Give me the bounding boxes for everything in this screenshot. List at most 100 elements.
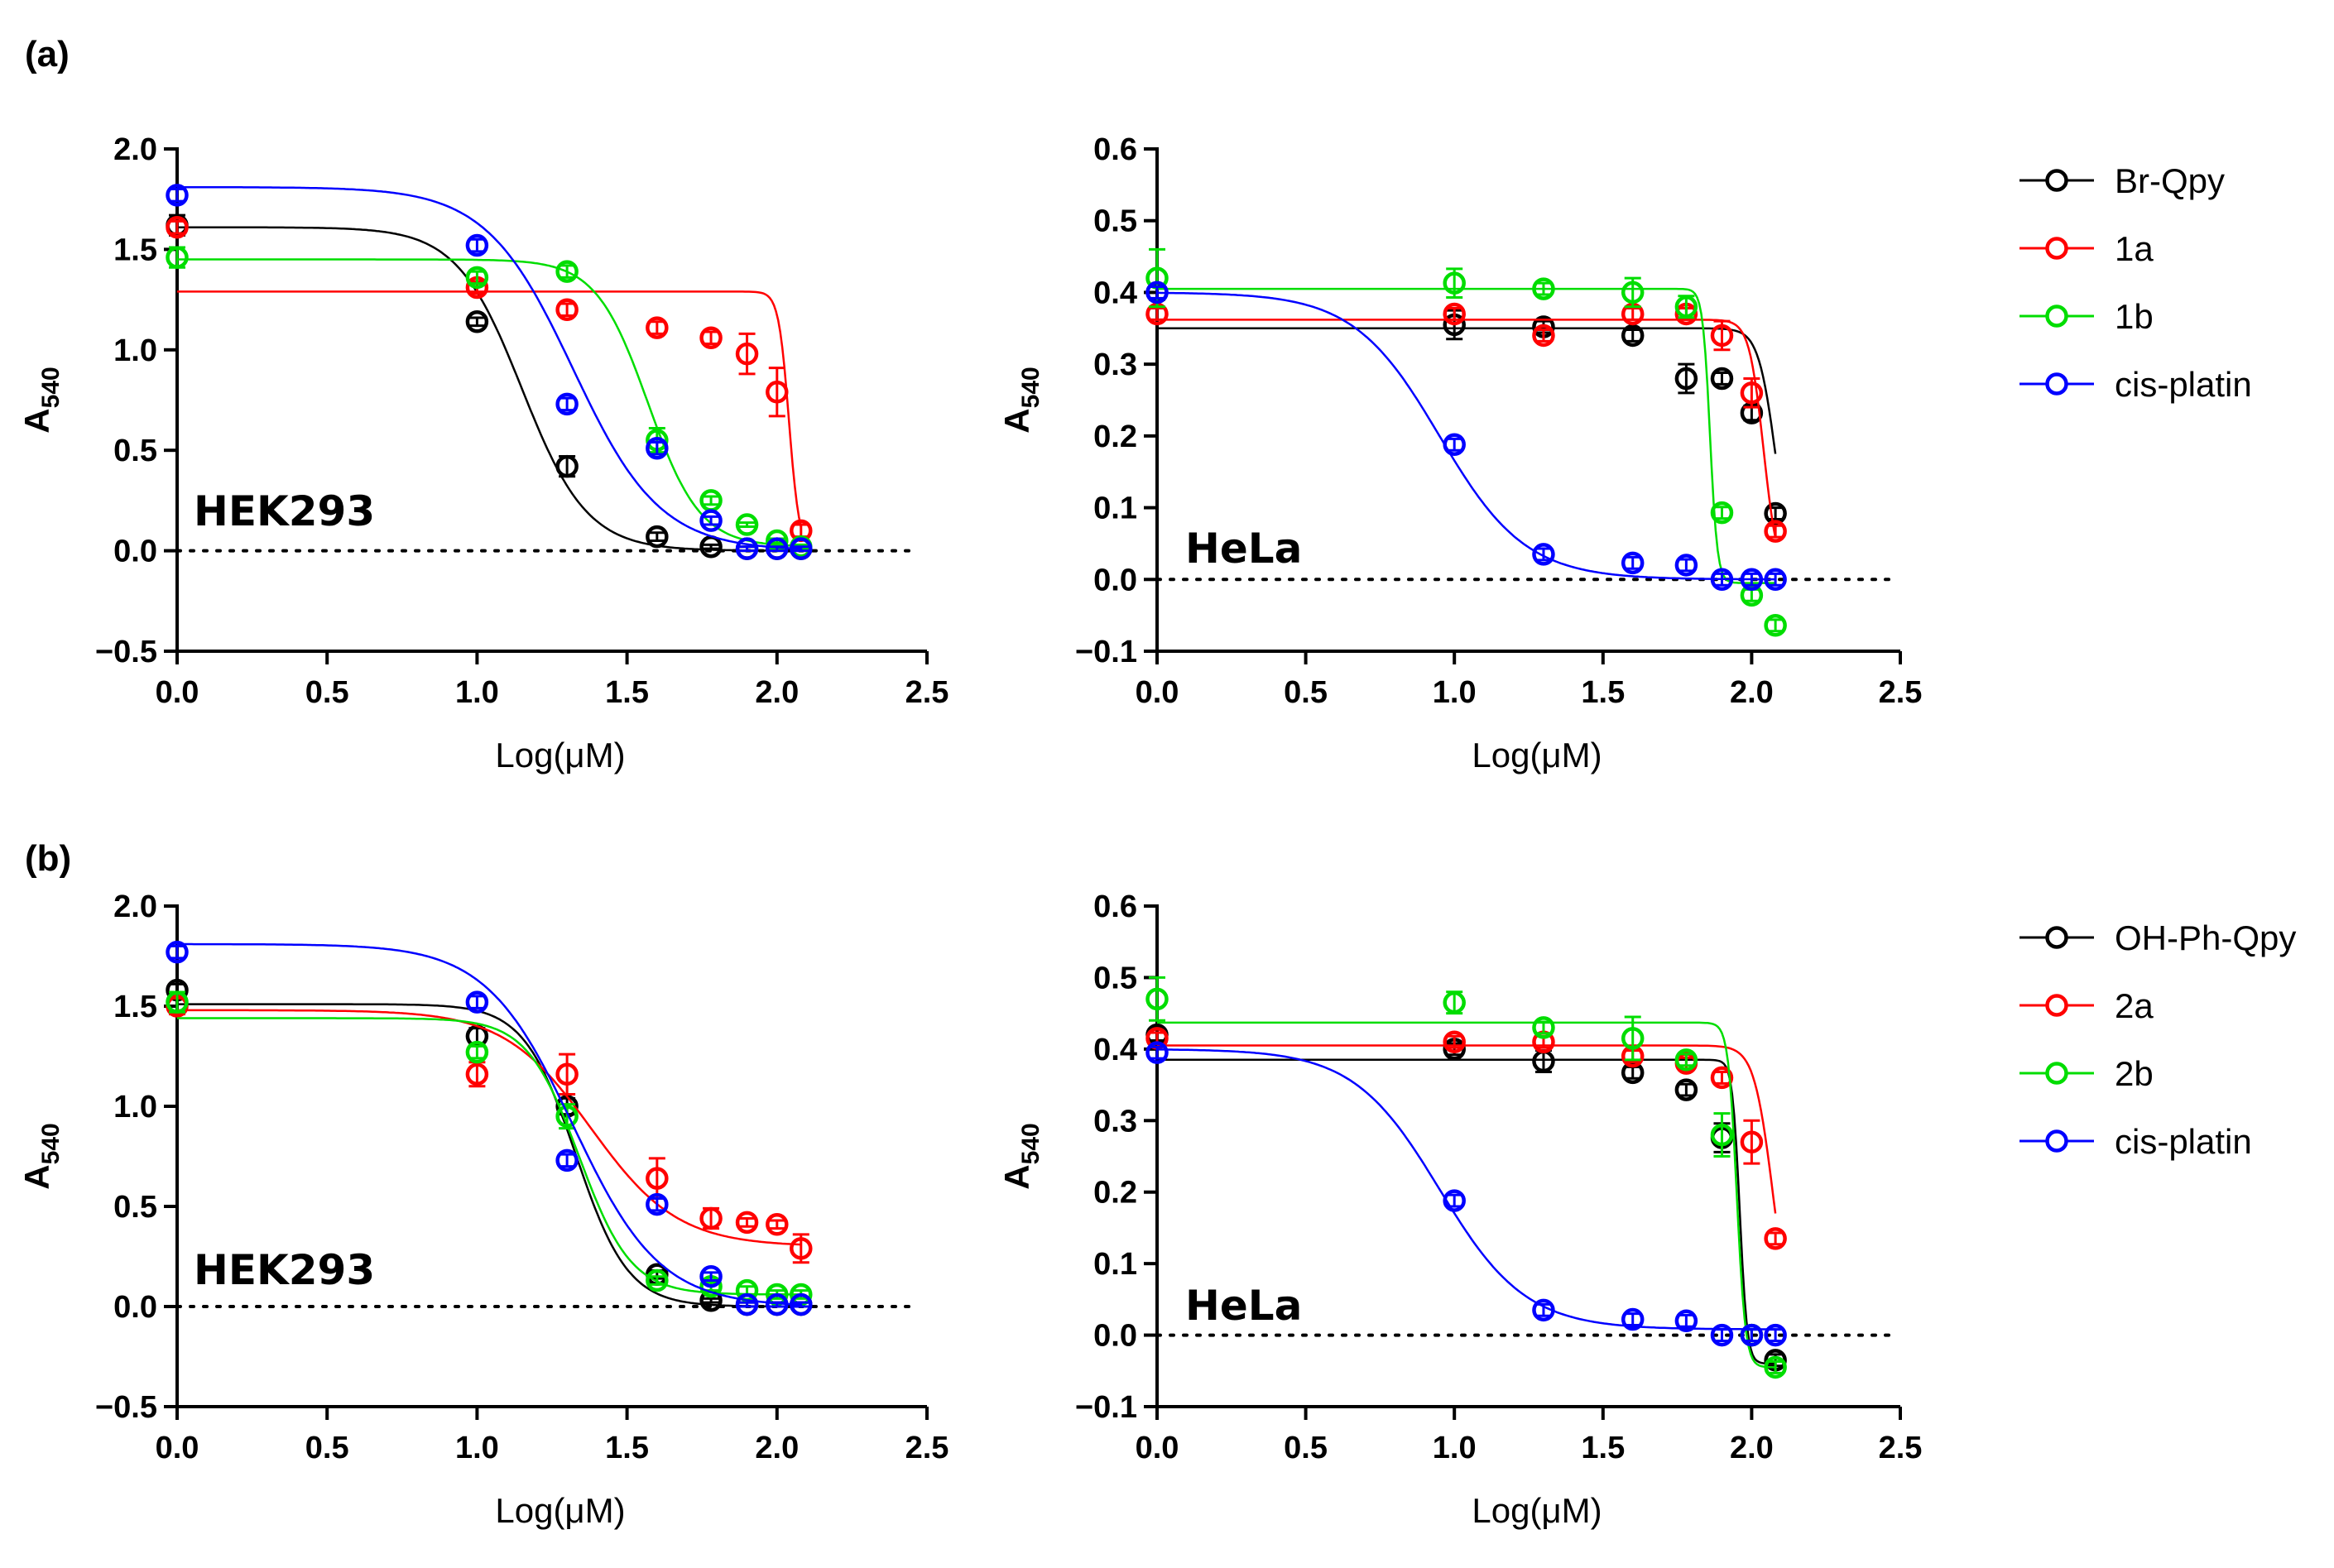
y-tick-label: 0.6: [1093, 132, 1137, 167]
fit-curve-cis-platin: [1157, 291, 1776, 581]
y-tick-label: 0.5: [1093, 961, 1137, 995]
data-point: [465, 1040, 489, 1064]
data-point: [735, 342, 759, 366]
data-point: [1710, 1123, 1734, 1147]
y-tick-label: 2.0: [113, 889, 157, 924]
y-tick-label: 1.5: [113, 990, 157, 1024]
y-tick-label: 0.6: [1093, 889, 1137, 924]
y-axis-title: A540: [997, 1123, 1045, 1189]
legend-label: 2a: [2115, 986, 2154, 1025]
data-point: [1740, 1323, 1764, 1347]
x-tick-label: 1.5: [1581, 1431, 1625, 1465]
data-point: [699, 326, 723, 349]
data-point: [1674, 295, 1698, 319]
data-point: [465, 266, 489, 290]
data-point: [1443, 302, 1466, 326]
fit-curve-1a: [1157, 319, 1777, 539]
x-tick-label: 0.5: [305, 1431, 349, 1465]
legend-marker: [2045, 1129, 2068, 1153]
data-point: [465, 1062, 489, 1086]
data-point: [1621, 281, 1645, 304]
y-tick-label: 1.5: [113, 233, 157, 267]
chart-2-hek293: −0.5 0.0 0.5 1.0 1.5 2.0 0.0 0.5 1.0 1.5 2.0 2.5 Log…: [17, 889, 948, 1530]
x-tick-label: 2.0: [1730, 675, 1774, 710]
data-point: [1621, 551, 1645, 575]
legend-marker: [2045, 926, 2068, 949]
fit-curve-cis-platin: [1156, 1048, 1776, 1331]
data-point: [699, 1264, 723, 1288]
fit-curve-2a: [177, 1009, 801, 1246]
data-point: [166, 990, 189, 1014]
x-tick-label: 2.0: [755, 675, 799, 710]
data-point: [555, 1148, 579, 1172]
y-tick-label: 0.4: [1093, 276, 1137, 310]
y-tick-label: 0.1: [1093, 491, 1137, 526]
data-point: [1740, 381, 1764, 405]
data-point: [735, 537, 759, 560]
data-point: [790, 1237, 813, 1260]
data-point: [1674, 554, 1698, 577]
data-point: [1443, 990, 1466, 1014]
data-point: [1532, 543, 1555, 566]
x-tick-label: 1.0: [455, 1431, 499, 1465]
data-point: [646, 1167, 669, 1190]
data-point: [1621, 1027, 1645, 1050]
data-point: [1532, 277, 1555, 300]
legend-entry-1b: 1b: [2019, 297, 2154, 336]
y-axis-title: A540: [17, 367, 65, 433]
fit-curve-oh-ph-qpy: [1157, 1058, 1776, 1365]
y-tick-label: −0.5: [95, 635, 157, 669]
y-tick-label: 1.0: [113, 1090, 157, 1124]
data-point: [646, 1192, 669, 1216]
x-tick-label: 1.0: [1433, 675, 1477, 710]
x-tick-label: 2.5: [905, 675, 949, 710]
cell-line-label: HeLa: [1185, 525, 1302, 573]
y-tick-label: 0.3: [1093, 348, 1137, 382]
x-tick-label: 2.5: [1879, 675, 1923, 710]
data-point: [699, 509, 723, 532]
data-point: [1710, 367, 1734, 391]
data-point: [735, 513, 759, 536]
fit-curve-br-qpy: [1157, 327, 1777, 454]
series-cis-platin: [166, 184, 813, 560]
data-point: [1443, 1030, 1466, 1053]
data-point: [1740, 568, 1764, 592]
y-axis-title: A540: [17, 1123, 65, 1189]
series-1a: [1145, 302, 1787, 543]
legend-entry-2b: 2b: [2019, 1054, 2154, 1093]
data-point: [1674, 1048, 1698, 1072]
y-tick-label: 0.1: [1093, 1247, 1137, 1282]
data-point: [1710, 324, 1734, 348]
data-point: [766, 537, 789, 560]
data-point: [1621, 1307, 1645, 1331]
legend-label: 2b: [2115, 1054, 2154, 1093]
y-tick-label: 0.0: [113, 1290, 157, 1325]
data-point: [646, 316, 669, 339]
data-point: [1764, 1323, 1787, 1347]
legend-entry-cis-platin: cis-platin: [2019, 365, 2252, 404]
y-axis-title: A540: [997, 367, 1045, 433]
data-point: [1145, 1041, 1169, 1064]
data-point: [166, 246, 189, 269]
y-tick-label: 0.0: [1093, 563, 1137, 597]
y-tick-label: 0.2: [1093, 420, 1137, 454]
y-tick-label: 0.5: [113, 1190, 157, 1225]
fit-curve-1b: [177, 258, 801, 548]
data-point: [790, 1292, 813, 1316]
panel-label-b: (b): [25, 838, 71, 879]
data-point: [1674, 1309, 1698, 1333]
legend-label: Br-Qpy: [2115, 161, 2225, 200]
legend-entry-oh-ph-qpy: OH-Ph-Qpy: [2019, 918, 2296, 957]
data-point: [1710, 1323, 1734, 1347]
legend-b: OH-Ph-Qpy 2a 2b cis-platin: [2019, 918, 2296, 1161]
legend-a: Br-Qpy 1a 1b cis-platin: [2019, 161, 2252, 404]
legend-marker: [2045, 169, 2068, 192]
x-axis-title: Log(μM): [495, 736, 625, 774]
data-point: [1764, 568, 1787, 592]
legend-label: cis-platin: [2115, 365, 2252, 404]
y-tick-label: 2.0: [113, 132, 157, 167]
data-point: [166, 940, 189, 964]
cell-line-label: HeLa: [1185, 1282, 1302, 1330]
legend-marker: [2045, 237, 2068, 260]
